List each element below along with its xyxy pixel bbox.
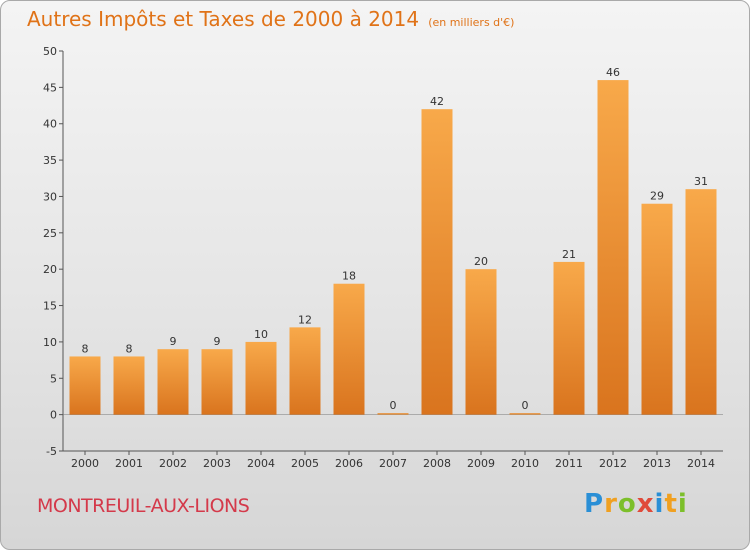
- y-tick-label: 30: [43, 190, 57, 203]
- bar: [113, 356, 145, 415]
- logo-letter: P: [584, 489, 605, 519]
- y-tick-label: 10: [43, 336, 57, 349]
- bar: [333, 283, 365, 415]
- bar: [597, 80, 629, 415]
- x-tick-label: 2013: [643, 457, 671, 470]
- bar: [509, 413, 541, 415]
- y-tick-label: 5: [50, 372, 57, 385]
- y-tick-label: -5: [46, 445, 57, 458]
- x-tick-label: 2000: [71, 457, 99, 470]
- logo-letter: r: [604, 489, 618, 519]
- y-tick-label: 0: [50, 409, 57, 422]
- value-label: 8: [126, 342, 133, 355]
- unit-note: (en milliers d'€): [428, 16, 515, 29]
- bar: [157, 349, 189, 415]
- x-tick-label: 2007: [379, 457, 407, 470]
- x-tick-label: 2004: [247, 457, 275, 470]
- y-tick-label: 50: [43, 45, 57, 58]
- logo-letter: i: [654, 489, 665, 519]
- bar: [421, 109, 453, 415]
- value-label: 46: [606, 66, 620, 79]
- x-tick-label: 2002: [159, 457, 187, 470]
- logo-letter: i: [677, 489, 688, 519]
- bar: [201, 349, 233, 415]
- y-tick-label: 25: [43, 227, 57, 240]
- value-label: 0: [390, 399, 397, 412]
- x-tick-label: 2014: [687, 457, 715, 470]
- proxiti-logo: Proxiti: [584, 489, 688, 519]
- x-tick-label: 2008: [423, 457, 451, 470]
- bar: [289, 327, 321, 415]
- title-text: Autres Impôts et Taxes de 2000 à 2014: [27, 7, 420, 31]
- x-tick-label: 2006: [335, 457, 363, 470]
- y-tick-label: 15: [43, 300, 57, 313]
- value-label: 31: [694, 175, 708, 188]
- bar: [465, 269, 497, 415]
- logo-letter: x: [636, 489, 655, 519]
- bar: [245, 341, 277, 415]
- value-label: 21: [562, 248, 576, 261]
- bar: [553, 261, 585, 415]
- logo-letter: t: [664, 489, 678, 519]
- x-tick-label: 2003: [203, 457, 231, 470]
- x-tick-label: 2011: [555, 457, 583, 470]
- logo-letter: o: [617, 489, 637, 519]
- x-tick-label: 2010: [511, 457, 539, 470]
- value-label: 29: [650, 190, 664, 203]
- bar: [685, 189, 717, 415]
- bar: [641, 203, 673, 415]
- bar: [377, 413, 409, 415]
- x-tick-label: 2012: [599, 457, 627, 470]
- bar: [69, 356, 101, 415]
- value-label: 18: [342, 270, 356, 283]
- x-tick-label: 2005: [291, 457, 319, 470]
- y-tick-label: 45: [43, 81, 57, 94]
- value-label: 12: [298, 313, 312, 326]
- value-label: 8: [82, 342, 89, 355]
- value-label: 9: [170, 335, 177, 348]
- value-label: 42: [430, 95, 444, 108]
- value-label: 20: [474, 255, 488, 268]
- value-label: 10: [254, 328, 268, 341]
- y-tick-label: 20: [43, 263, 57, 276]
- x-tick-label: 2009: [467, 457, 495, 470]
- chart-title: Autres Impôts et Taxes de 2000 à 2014 (e…: [27, 7, 514, 31]
- value-label: 9: [214, 335, 221, 348]
- commune-name: MONTREUIL-AUX-LIONS: [37, 495, 250, 517]
- y-tick-label: 40: [43, 118, 57, 131]
- value-label: 0: [522, 399, 529, 412]
- y-tick-label: 35: [43, 154, 57, 167]
- x-tick-label: 2001: [115, 457, 143, 470]
